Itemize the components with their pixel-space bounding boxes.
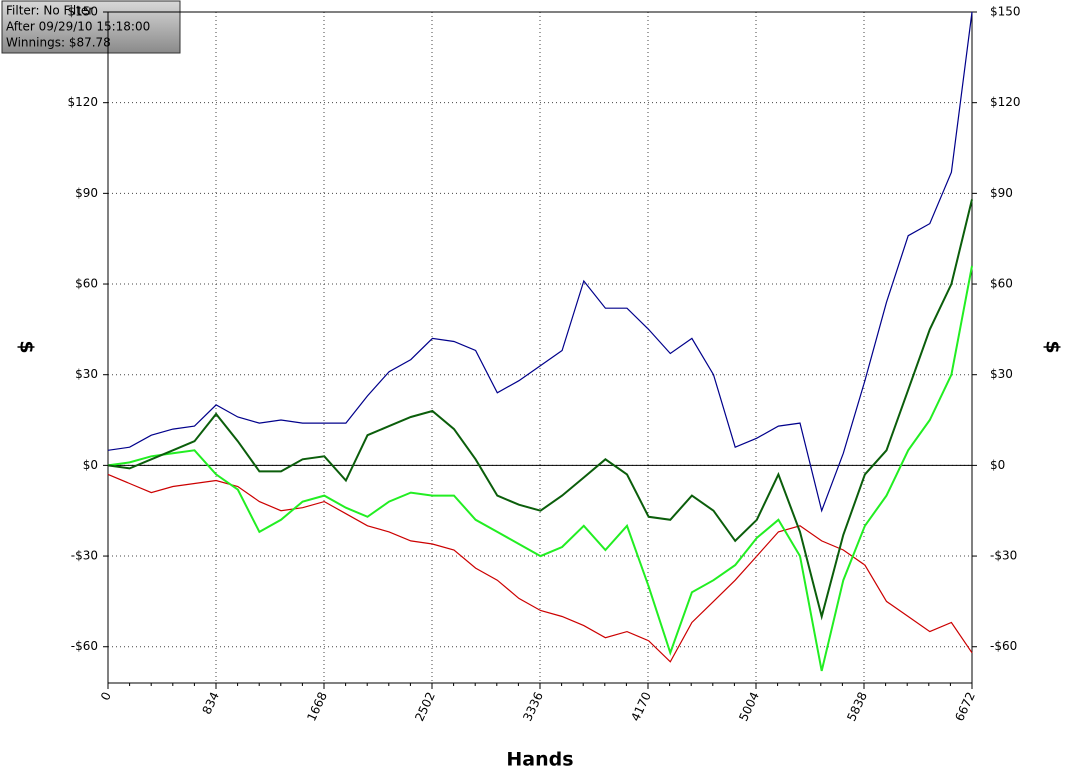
y2-tick-label: $30 [990, 367, 1013, 381]
x-tick-label: 5838 [844, 690, 870, 724]
y-axis-label: $ [16, 340, 38, 353]
plot-frame [107, 11, 973, 684]
x-tick-label: 6672 [952, 690, 978, 724]
series-line [107, 473, 973, 663]
info-line: Filter: No Filter [6, 4, 93, 18]
series-line [107, 11, 973, 513]
y2-tick-label: $150 [990, 5, 1021, 19]
info-background [1, 0, 181, 54]
x-tick-label: 3336 [520, 690, 546, 724]
y-tick-label: $30 [75, 367, 98, 381]
x-tick-label: 0 [98, 690, 114, 703]
y-tick-label: -$30 [71, 549, 98, 563]
info-line: After 09/29/10 15:18:00 [6, 20, 150, 34]
x-tick-label: 1668 [304, 690, 330, 724]
y-tick-label: -$60 [71, 639, 98, 653]
y-tick-label: $0 [83, 458, 98, 472]
info-box: Filter: No Filter After 09/29/10 15:18:0… [1, 0, 181, 54]
y-tick-label: $60 [75, 277, 98, 291]
y2-tick-label: -$30 [990, 549, 1017, 563]
x-tick-label: 2502 [412, 690, 438, 724]
x-tick-label: 4170 [628, 690, 654, 724]
info-line: Winnings: $87.78 [6, 36, 111, 50]
y-tick-label: $90 [75, 186, 98, 200]
y-tick-label: $120 [67, 95, 98, 109]
y2-tick-label: $120 [990, 95, 1021, 109]
y2-axis-label: $ [1042, 340, 1064, 353]
y-tick-label: $150 [67, 5, 98, 19]
series-line [107, 199, 973, 621]
x-tick-label: 5004 [736, 690, 762, 724]
x-tick-label: 834 [200, 690, 222, 717]
y2-tick-label: -$60 [990, 639, 1017, 653]
x-axis-label: Hands [506, 749, 573, 771]
series-line [107, 265, 973, 672]
y2-tick-label: $60 [990, 277, 1013, 291]
y2-tick-label: $90 [990, 186, 1013, 200]
y2-tick-label: $0 [990, 458, 1005, 472]
